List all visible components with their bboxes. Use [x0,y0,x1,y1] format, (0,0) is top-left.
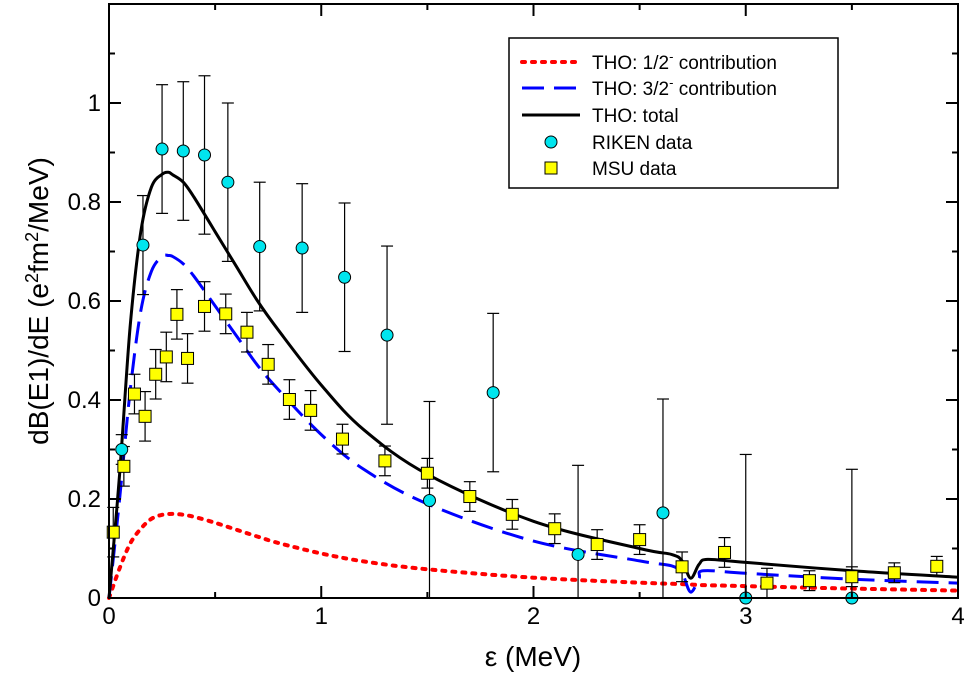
msu-point [548,522,562,536]
y-tick-label: 0.2 [68,486,101,513]
x-tick-label: 1 [315,603,328,630]
y-tick-label: 1 [88,90,101,117]
x-tick-label: 3 [739,603,752,630]
curve-half [107,511,960,600]
msu-point [159,350,173,364]
riken-point [486,386,500,400]
legend-label-riken: RIKEN data [592,133,693,154]
msu-point [378,454,392,468]
msu-point [930,559,944,573]
curve-total [107,170,959,599]
x-tick-label: 2 [527,603,540,630]
msu-point [505,507,519,521]
y-tick-label: 0.6 [68,288,101,315]
msu-point [198,299,212,313]
msu-point [282,393,296,407]
riken-point [656,506,670,520]
legend-label-total: THO: total [592,106,679,127]
msu-point [138,409,152,423]
msu-point [106,525,120,539]
riken-point [422,493,436,507]
riken-point [136,238,150,252]
x-tick-labels: 0 1 2 3 4 [102,603,964,630]
y-tick-labels: 0 0.2 0.4 0.6 0.8 1 [68,90,101,612]
x-tick-label: 4 [951,603,964,630]
msu-point [127,387,141,401]
msu-point [590,538,604,552]
msu-point [117,459,131,473]
y-tick-label: 0.4 [68,387,101,414]
y-axis-title: dB(E1)/dE (e2fm2/MeV) [22,157,54,445]
legend-marker-msu [544,161,558,175]
riken-point [338,270,352,284]
legend-label-msu: MSU data [592,159,677,180]
msu-point [304,403,318,417]
msu-point [760,576,774,590]
msu-point [240,325,254,339]
riken-point [253,240,267,254]
y-tick-label: 0 [88,585,101,612]
legend-marker-riken [544,135,558,149]
msu-point [219,307,233,321]
msu-point [887,566,901,580]
msu-point [181,351,195,365]
msu-point [463,490,477,504]
x-axis-title: ε (MeV) [485,641,581,672]
riken-point [571,547,585,561]
y-tick-label: 0.8 [68,189,101,216]
msu-point [633,533,647,547]
msu-point [845,570,859,584]
riken-point [295,241,309,255]
msu-point [675,560,689,574]
msu-point [335,432,349,446]
msu-point [170,307,184,321]
riken-point [380,328,394,342]
data-markers [106,142,944,605]
x-tick-label: 0 [102,603,115,630]
msu-point [149,367,163,381]
msu-point [802,574,816,588]
legend-label-threehalf: THO: 3/2- contribution [592,75,777,100]
msu-point [718,545,732,559]
riken-point [176,144,190,158]
legend: THO: 1/2- contribution THO: 3/2- contrib… [508,37,839,189]
msu-point [420,466,434,480]
riken-point [155,142,169,156]
msu-point [261,357,275,371]
riken-point [221,175,235,189]
legend-label-half: THO: 1/2- contribution [592,49,777,74]
riken-point [115,443,129,456]
riken-point [198,148,212,162]
axis-ticks [108,3,959,599]
